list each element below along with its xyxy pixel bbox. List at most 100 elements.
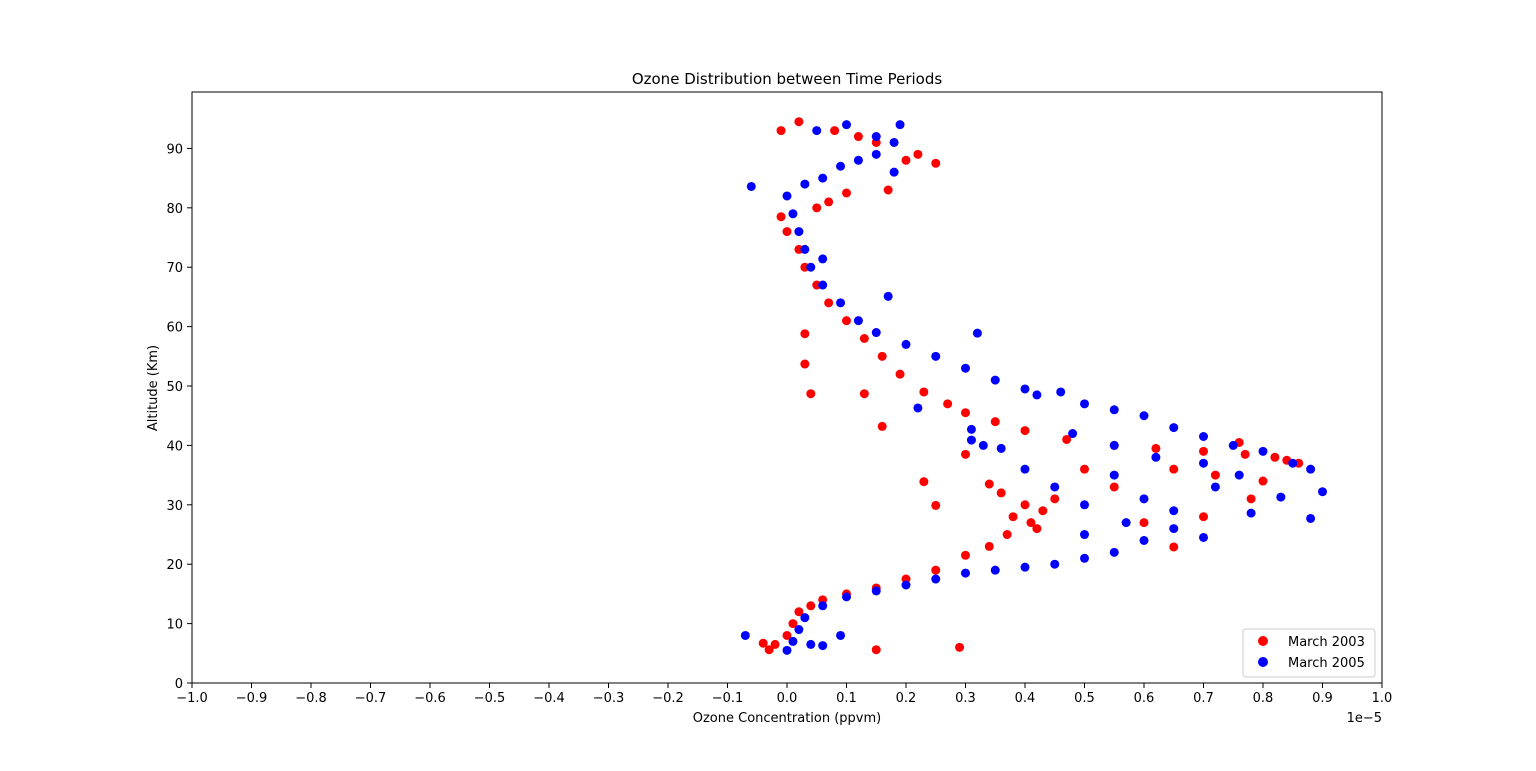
data-point [1288,458,1298,468]
data-point [1151,443,1161,453]
x-tick-label: 0.2 [896,691,917,706]
data-point [842,120,851,130]
data-point [842,592,851,602]
data-point [800,179,810,189]
y-axis-label: Altitude (Km) [146,345,161,431]
data-point [1020,500,1030,510]
data-point [824,197,834,207]
data-point [871,645,881,655]
data-point [1169,506,1179,516]
data-point [818,173,828,183]
data-point [1139,494,1149,504]
data-point [961,449,970,459]
data-point [1276,492,1286,502]
x-tick-label: 0.4 [1015,691,1036,706]
data-point [788,636,798,646]
legend-label-march-2005: March 2005 [1288,656,1365,671]
data-point [883,185,893,195]
data-point [830,126,840,136]
data-point [984,479,994,489]
data-point [1306,513,1316,523]
data-point [1026,518,1036,528]
y-tick-label: 40 [166,439,183,454]
x-tick-label: 0.6 [1134,691,1155,706]
data-point [794,607,804,617]
data-point [966,435,976,445]
y-tick-label: 90 [166,142,183,157]
x-tick-label: 0.0 [777,691,798,706]
data-point [895,120,905,130]
data-point [1032,524,1042,534]
data-point [794,227,804,237]
x-axis-label: Ozone Concentration (ppvm) [693,711,881,726]
data-point [1080,464,1089,474]
data-point [990,375,1000,385]
data-point [871,132,881,142]
data-point [812,203,822,213]
data-point [1020,464,1030,474]
data-point [984,541,994,551]
x-tick-label: −0.6 [414,691,446,706]
data-point [776,126,786,136]
data-point [931,351,941,361]
data-point [972,328,982,338]
data-point [1038,506,1048,516]
data-point [1080,553,1089,563]
data-point [996,488,1006,498]
x-tick-label: −0.9 [236,691,268,706]
x-tick-label: −0.8 [295,691,327,706]
data-point [961,550,970,560]
x-axis: −1.0 −0.9 −0.8 −0.7 −0.6 −0.5 −0.4 −0.3 −0.2 −0.1… [176,683,1392,706]
x-tick-label: 1.0 [1372,691,1393,706]
data-point [943,399,953,409]
data-point [1199,432,1208,442]
data-point [913,403,923,413]
y-tick-label: 30 [166,499,183,514]
data-point [871,149,881,159]
data-point [818,641,828,651]
data-point [895,369,905,379]
x-tick-label: 0.3 [955,691,976,706]
data-point [853,316,863,326]
data-point [794,625,804,635]
data-point [1199,458,1208,468]
x-tick-label: −0.5 [474,691,506,706]
data-point [770,639,780,649]
data-point [901,339,911,349]
data-point [794,117,804,127]
data-point [1258,446,1268,456]
data-point [1020,562,1030,572]
y-tick-label: 10 [166,618,183,633]
y-axis: 0 10 20 30 40 50 60 70 80 90 [166,142,192,692]
data-point [1210,470,1220,480]
y-tick-label: 0 [175,677,183,692]
data-point [1139,518,1149,528]
legend-label-march-2003: March 2003 [1288,635,1365,650]
data-point [1199,532,1208,542]
data-point [931,158,941,168]
data-point [758,638,768,648]
series-march-2003 [758,117,1304,655]
data-point [800,613,810,623]
data-point [883,291,893,301]
x-tick-label: 0.5 [1074,691,1095,706]
data-point [961,568,970,578]
data-point [1020,384,1030,394]
data-point [782,191,792,201]
data-point [1109,440,1119,450]
data-point [990,417,1000,427]
data-point [818,280,828,290]
data-point [877,421,887,431]
data-point [1169,542,1179,552]
data-point [782,227,792,237]
data-point [871,586,881,596]
data-point [1306,464,1316,474]
data-point [978,440,988,450]
data-point [1270,452,1280,462]
data-point [1199,446,1208,456]
data-point [955,642,965,652]
legend: March 2003 March 2005 [1242,628,1376,678]
data-point [1050,494,1060,504]
data-point [806,639,816,649]
